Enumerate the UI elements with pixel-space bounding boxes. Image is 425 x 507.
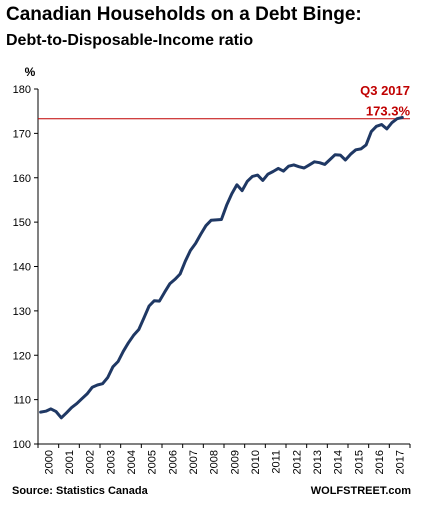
annotation-label: Q3 2017 <box>360 83 410 98</box>
x-tick-label: 2010 <box>250 450 262 474</box>
y-axis-unit-label: % <box>25 65 36 79</box>
y-tick-label: 130 <box>13 306 31 318</box>
x-tick-label: 2001 <box>64 450 76 474</box>
x-tick-label: 2004 <box>126 450 138 474</box>
site-credit: WOLFSTREET.com <box>310 485 411 497</box>
x-tick-label: 2012 <box>291 450 303 474</box>
x-axis: 2000 2001 2002 2003 2004 2005 2006 2007 2008 2009… <box>37 444 411 474</box>
x-tick-label: 2009 <box>229 450 241 474</box>
x-tick-label: 2006 <box>167 450 179 474</box>
x-tick-label: 2003 <box>105 450 117 474</box>
x-tick-label: 2002 <box>85 450 97 474</box>
y-tick-label: 160 <box>13 173 31 185</box>
axis-lines <box>37 89 410 445</box>
x-tick-label: 2015 <box>353 450 365 474</box>
source-note: Source: Statistics Canada <box>12 485 148 497</box>
y-tick-label: 110 <box>13 395 31 407</box>
x-tick-label: 2013 <box>312 450 324 474</box>
y-tick-label: 140 <box>13 262 31 274</box>
chart-subtitle: Debt-to-Disposable-Income ratio <box>6 32 254 49</box>
y-tick-label: 180 <box>13 84 31 96</box>
x-tick-label: 2005 <box>147 450 159 474</box>
y-tick-label: 150 <box>13 217 31 229</box>
y-tick-label: 170 <box>13 128 31 140</box>
annotation-value: 173.3% <box>366 104 411 119</box>
x-tick-label: 2016 <box>374 450 386 474</box>
series-line-debt-ratio <box>39 115 404 420</box>
x-tick-label: 2011 <box>271 450 283 474</box>
x-tick-label: 2008 <box>209 450 221 474</box>
y-tick-label: 100 <box>13 439 31 451</box>
x-tick-label: 2014 <box>333 450 345 474</box>
chart-title: Canadian Households on a Debt Binge: <box>6 4 362 25</box>
x-tick-label: 2000 <box>43 450 55 474</box>
y-tick-label: 120 <box>13 350 31 362</box>
x-tick-label: 2007 <box>188 450 200 474</box>
y-axis: 100 110 120 130 140 150 160 170 180 <box>13 84 38 451</box>
x-tick-label: 2017 <box>395 450 407 474</box>
